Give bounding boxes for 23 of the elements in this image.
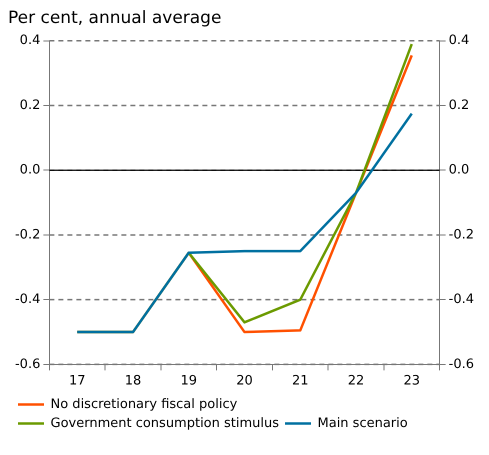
y-tick-label: -0.2 bbox=[14, 227, 40, 242]
y2-tick-label: -0.2 bbox=[448, 227, 474, 242]
x-tick-label: 18 bbox=[124, 374, 142, 389]
y2-tick-label: -0.6 bbox=[448, 356, 474, 372]
x-tick-label: 19 bbox=[180, 374, 198, 389]
legend-label: Government consumption stimulus bbox=[50, 416, 280, 431]
y-tick-label: 0.2 bbox=[20, 98, 40, 113]
y2-tick-label: 0.0 bbox=[448, 162, 470, 178]
x-tick-label: 20 bbox=[236, 374, 253, 389]
y-tick-label: 0.0 bbox=[20, 162, 40, 178]
x-tick-label: 17 bbox=[68, 374, 86, 389]
y2-tick-label: 0.2 bbox=[448, 98, 470, 113]
legend-label: No discretionary fiscal policy bbox=[50, 396, 238, 412]
y-tick-label: 0.4 bbox=[20, 33, 40, 48]
chart-subtitle: Per cent, annual average bbox=[8, 8, 222, 28]
x-tick-label: 22 bbox=[348, 374, 364, 389]
x-tick-label: 23 bbox=[403, 374, 420, 389]
x-tick-label: 21 bbox=[292, 374, 309, 389]
y-tick-label: -0.4 bbox=[14, 292, 40, 308]
legend-label: Main scenario bbox=[318, 416, 408, 431]
y2-tick-label: -0.4 bbox=[448, 292, 474, 308]
y2-tick-label: 0.4 bbox=[448, 33, 470, 48]
y-tick-label: -0.6 bbox=[14, 356, 40, 372]
